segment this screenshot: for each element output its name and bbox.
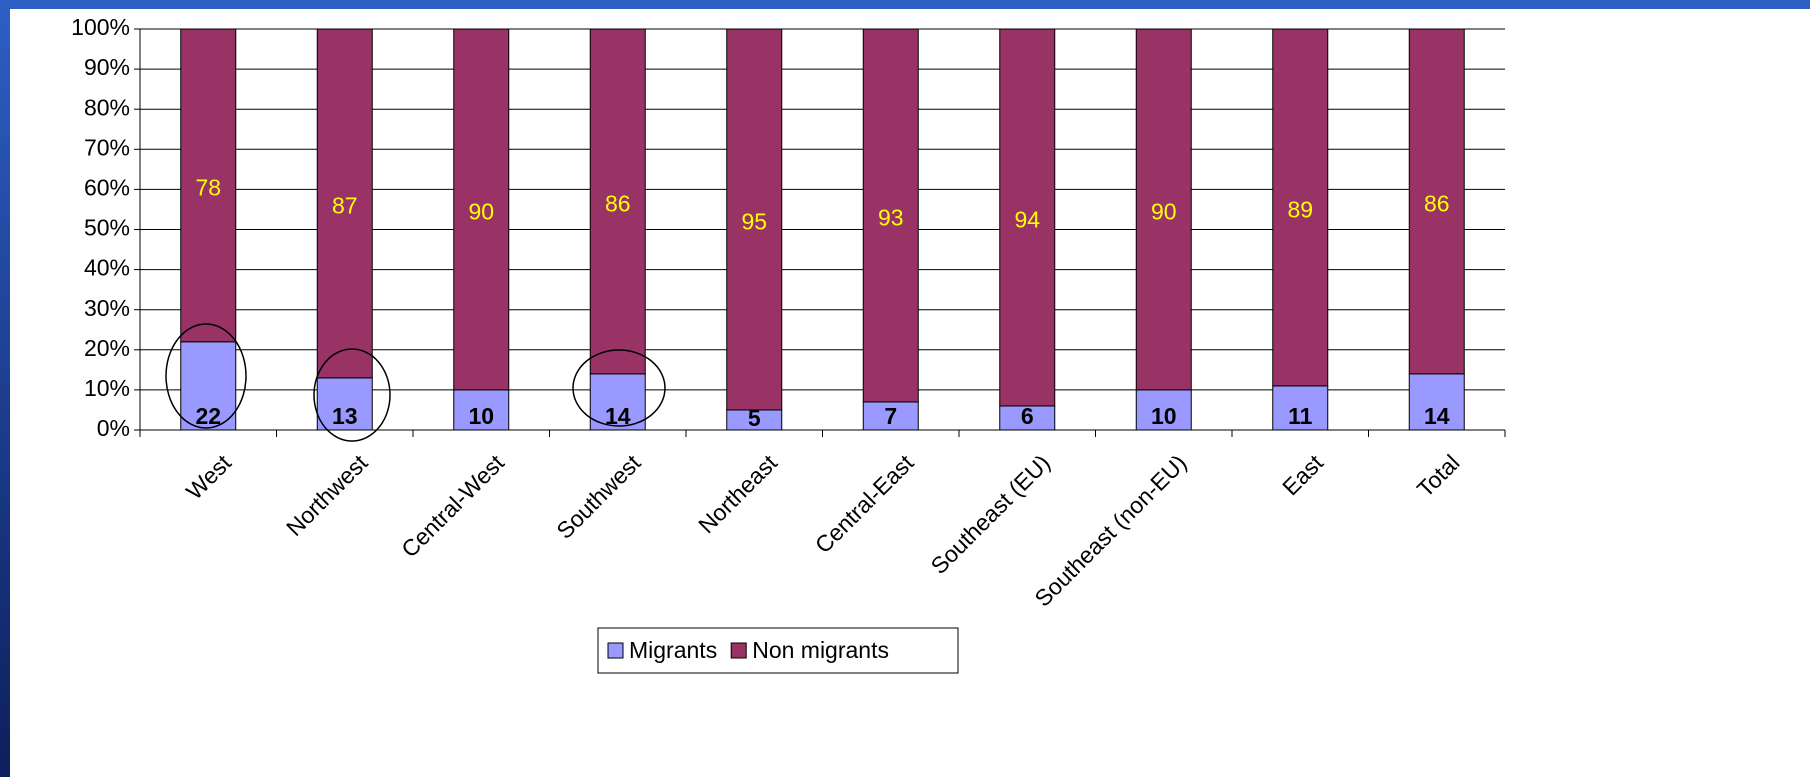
bar-segment (862, 401, 919, 431)
bar-segment (726, 28, 783, 411)
non-migrant-value-label: 86 (605, 191, 631, 217)
highlight-circle (313, 348, 391, 442)
migrant-value-label: 10 (468, 403, 494, 429)
bar-segment (180, 28, 237, 343)
migrant-value-label: 6 (1021, 403, 1034, 429)
bar-segment (1135, 28, 1192, 391)
bar-segment (1272, 385, 1329, 431)
bar-segment (1272, 28, 1329, 387)
bar-segment (862, 28, 919, 403)
bar-segment (999, 28, 1056, 407)
highlight-circle (572, 349, 666, 427)
non-migrant-value-label: 90 (468, 199, 494, 225)
non-migrant-value-label: 78 (195, 174, 221, 200)
bar-segment (1408, 28, 1465, 375)
y-tick-label: 100% (71, 14, 130, 40)
bar-segment (999, 405, 1056, 431)
bar-segment (316, 377, 373, 431)
non-migrant-value-label: 93 (878, 205, 904, 231)
migrant-value-label: 7 (884, 403, 897, 429)
y-tick-label: 20% (84, 335, 130, 361)
y-tick-label: 30% (84, 295, 130, 321)
legend-swatch (607, 642, 624, 659)
y-tick-label: 70% (84, 134, 130, 160)
y-tick-label: 40% (84, 255, 130, 281)
bar-segment (589, 28, 646, 375)
bar-segment (316, 28, 373, 379)
y-tick-label: 80% (84, 94, 130, 120)
bar-segment (589, 373, 646, 431)
non-migrant-value-label: 95 (741, 209, 767, 235)
bar-segment (1135, 389, 1192, 431)
migrant-value-label: 13 (332, 403, 358, 429)
legend-swatch (730, 642, 747, 659)
bar-segment (453, 28, 510, 391)
y-tick-label: 10% (84, 375, 130, 401)
bar-segment (1408, 373, 1465, 431)
migrant-value-label: 22 (195, 403, 221, 429)
non-migrant-value-label: 90 (1151, 199, 1177, 225)
non-migrant-value-label: 87 (332, 193, 358, 219)
legend-label: Migrants (629, 637, 717, 663)
legend-label: Non migrants (752, 637, 889, 663)
y-tick-label: 60% (84, 174, 130, 200)
migrant-value-label: 10 (1151, 403, 1177, 429)
migrant-value-label: 5 (748, 405, 761, 431)
migrant-value-label: 11 (1288, 403, 1313, 429)
y-tick-label: 90% (84, 54, 130, 80)
legend-box (597, 627, 959, 674)
non-migrant-value-label: 89 (1287, 197, 1313, 223)
non-migrant-value-label: 94 (1014, 207, 1040, 233)
y-tick-label: 0% (97, 415, 130, 441)
migrant-value-label: 14 (1424, 403, 1450, 429)
highlight-circle (165, 323, 247, 429)
non-migrant-value-label: 86 (1424, 191, 1450, 217)
y-tick-label: 50% (84, 215, 130, 241)
